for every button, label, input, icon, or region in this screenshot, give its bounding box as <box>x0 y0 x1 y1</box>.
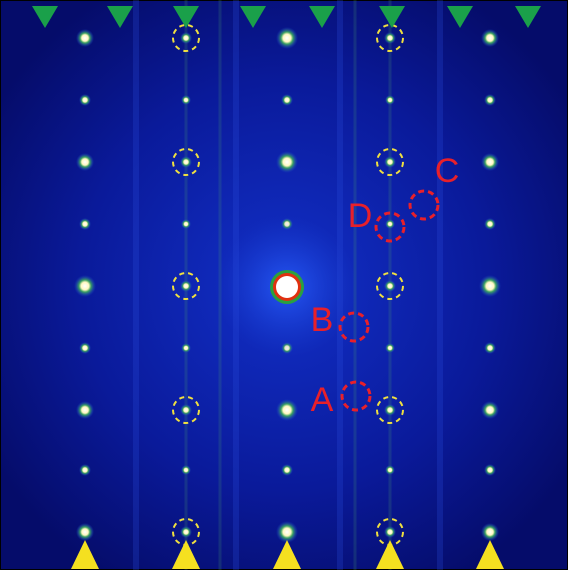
spot <box>180 32 192 44</box>
spot <box>481 29 499 47</box>
spot <box>79 464 91 476</box>
spot <box>276 399 298 421</box>
spot <box>181 95 191 105</box>
spot <box>384 526 396 538</box>
page: {"annotations": [{"label": "A"}, {"label… <box>0 0 568 570</box>
spot <box>79 94 91 106</box>
spot <box>181 219 191 229</box>
spot <box>484 94 496 106</box>
spot <box>384 404 396 416</box>
spot <box>276 151 298 173</box>
spot <box>481 153 499 171</box>
spot <box>384 280 396 292</box>
annotation-label: A <box>311 381 334 419</box>
spot <box>484 342 496 354</box>
spot <box>76 401 94 419</box>
spot <box>74 275 96 297</box>
spot <box>484 218 496 230</box>
spot <box>481 401 499 419</box>
spot <box>484 464 496 476</box>
spot <box>281 94 293 106</box>
spot <box>385 219 395 229</box>
spot <box>479 275 501 297</box>
spot <box>181 343 191 353</box>
spot <box>281 464 293 476</box>
spot <box>481 523 499 541</box>
spot <box>276 521 298 543</box>
diffraction-pattern: A B C D <box>0 0 568 570</box>
spot <box>276 27 298 49</box>
streak <box>437 0 443 570</box>
spot <box>76 29 94 47</box>
spot <box>180 156 192 168</box>
spot <box>181 465 191 475</box>
streak <box>133 0 139 570</box>
spot <box>79 218 91 230</box>
spot <box>180 404 192 416</box>
spot <box>180 526 192 538</box>
spot <box>385 465 395 475</box>
annotation-label: B <box>311 301 334 339</box>
central-spot <box>276 276 298 298</box>
spot <box>180 280 192 292</box>
spot <box>384 32 396 44</box>
annotation-label: D <box>348 197 373 235</box>
spot <box>384 156 396 168</box>
spot <box>79 342 91 354</box>
spot <box>76 153 94 171</box>
spot <box>76 523 94 541</box>
spot <box>385 95 395 105</box>
annotation-label: C <box>435 152 460 190</box>
spot <box>385 343 395 353</box>
